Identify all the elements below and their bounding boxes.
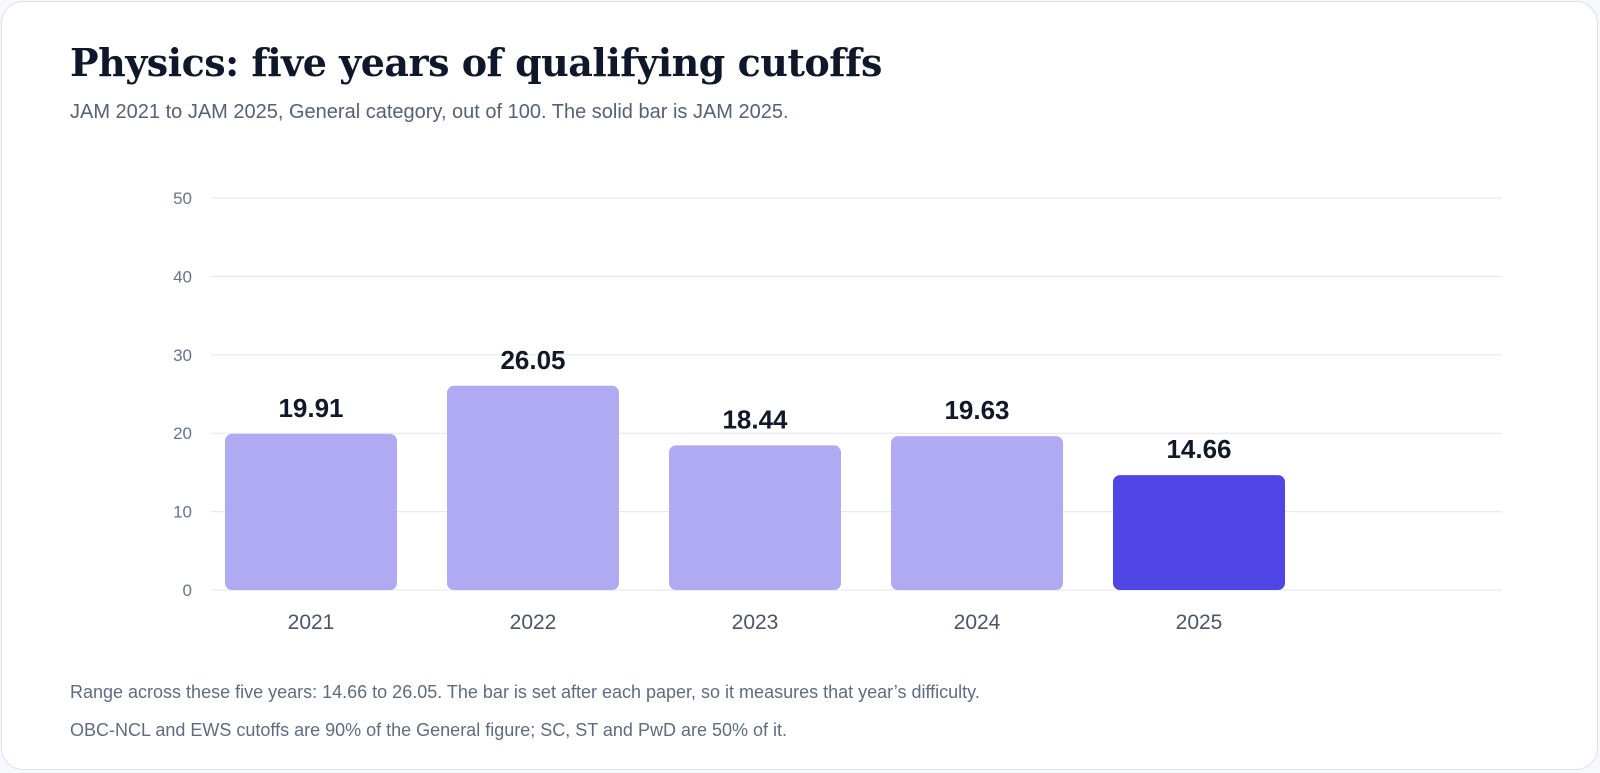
y-tick-label: 50	[173, 189, 192, 208]
value-label-2024: 19.63	[944, 395, 1009, 425]
bar-2024	[891, 436, 1063, 590]
bar-2021	[225, 433, 397, 590]
bar-2022	[447, 385, 619, 590]
value-label-2022: 26.05	[500, 345, 565, 375]
y-tick-label: 20	[173, 424, 192, 443]
x-tick-label-2023: 2023	[732, 611, 779, 634]
value-label-2023: 18.44	[722, 404, 788, 434]
value-label-2021: 19.91	[278, 393, 343, 423]
x-tick-label-2022: 2022	[510, 611, 557, 634]
footnote-categories: OBC-NCL and EWS cutoffs are 90% of the G…	[70, 720, 788, 740]
x-tick-label-2021: 2021	[288, 611, 335, 634]
bar-2023	[669, 445, 841, 590]
chart-subtitle: JAM 2021 to JAM 2025, General category, …	[70, 101, 789, 123]
x-tick-label-2024: 2024	[954, 611, 1001, 634]
x-tick-label-2025: 2025	[1176, 611, 1223, 634]
y-tick-label: 30	[173, 346, 192, 365]
bar-2025	[1113, 475, 1285, 590]
y-tick-label: 10	[173, 503, 192, 522]
value-label-2025: 14.66	[1166, 434, 1231, 464]
footnote-range: Range across these five years: 14.66 to …	[70, 682, 980, 702]
y-tick-label: 0	[183, 581, 192, 600]
chart-title: Physics: five years of qualifying cutoff…	[70, 40, 882, 85]
y-tick-label: 40	[173, 267, 192, 286]
